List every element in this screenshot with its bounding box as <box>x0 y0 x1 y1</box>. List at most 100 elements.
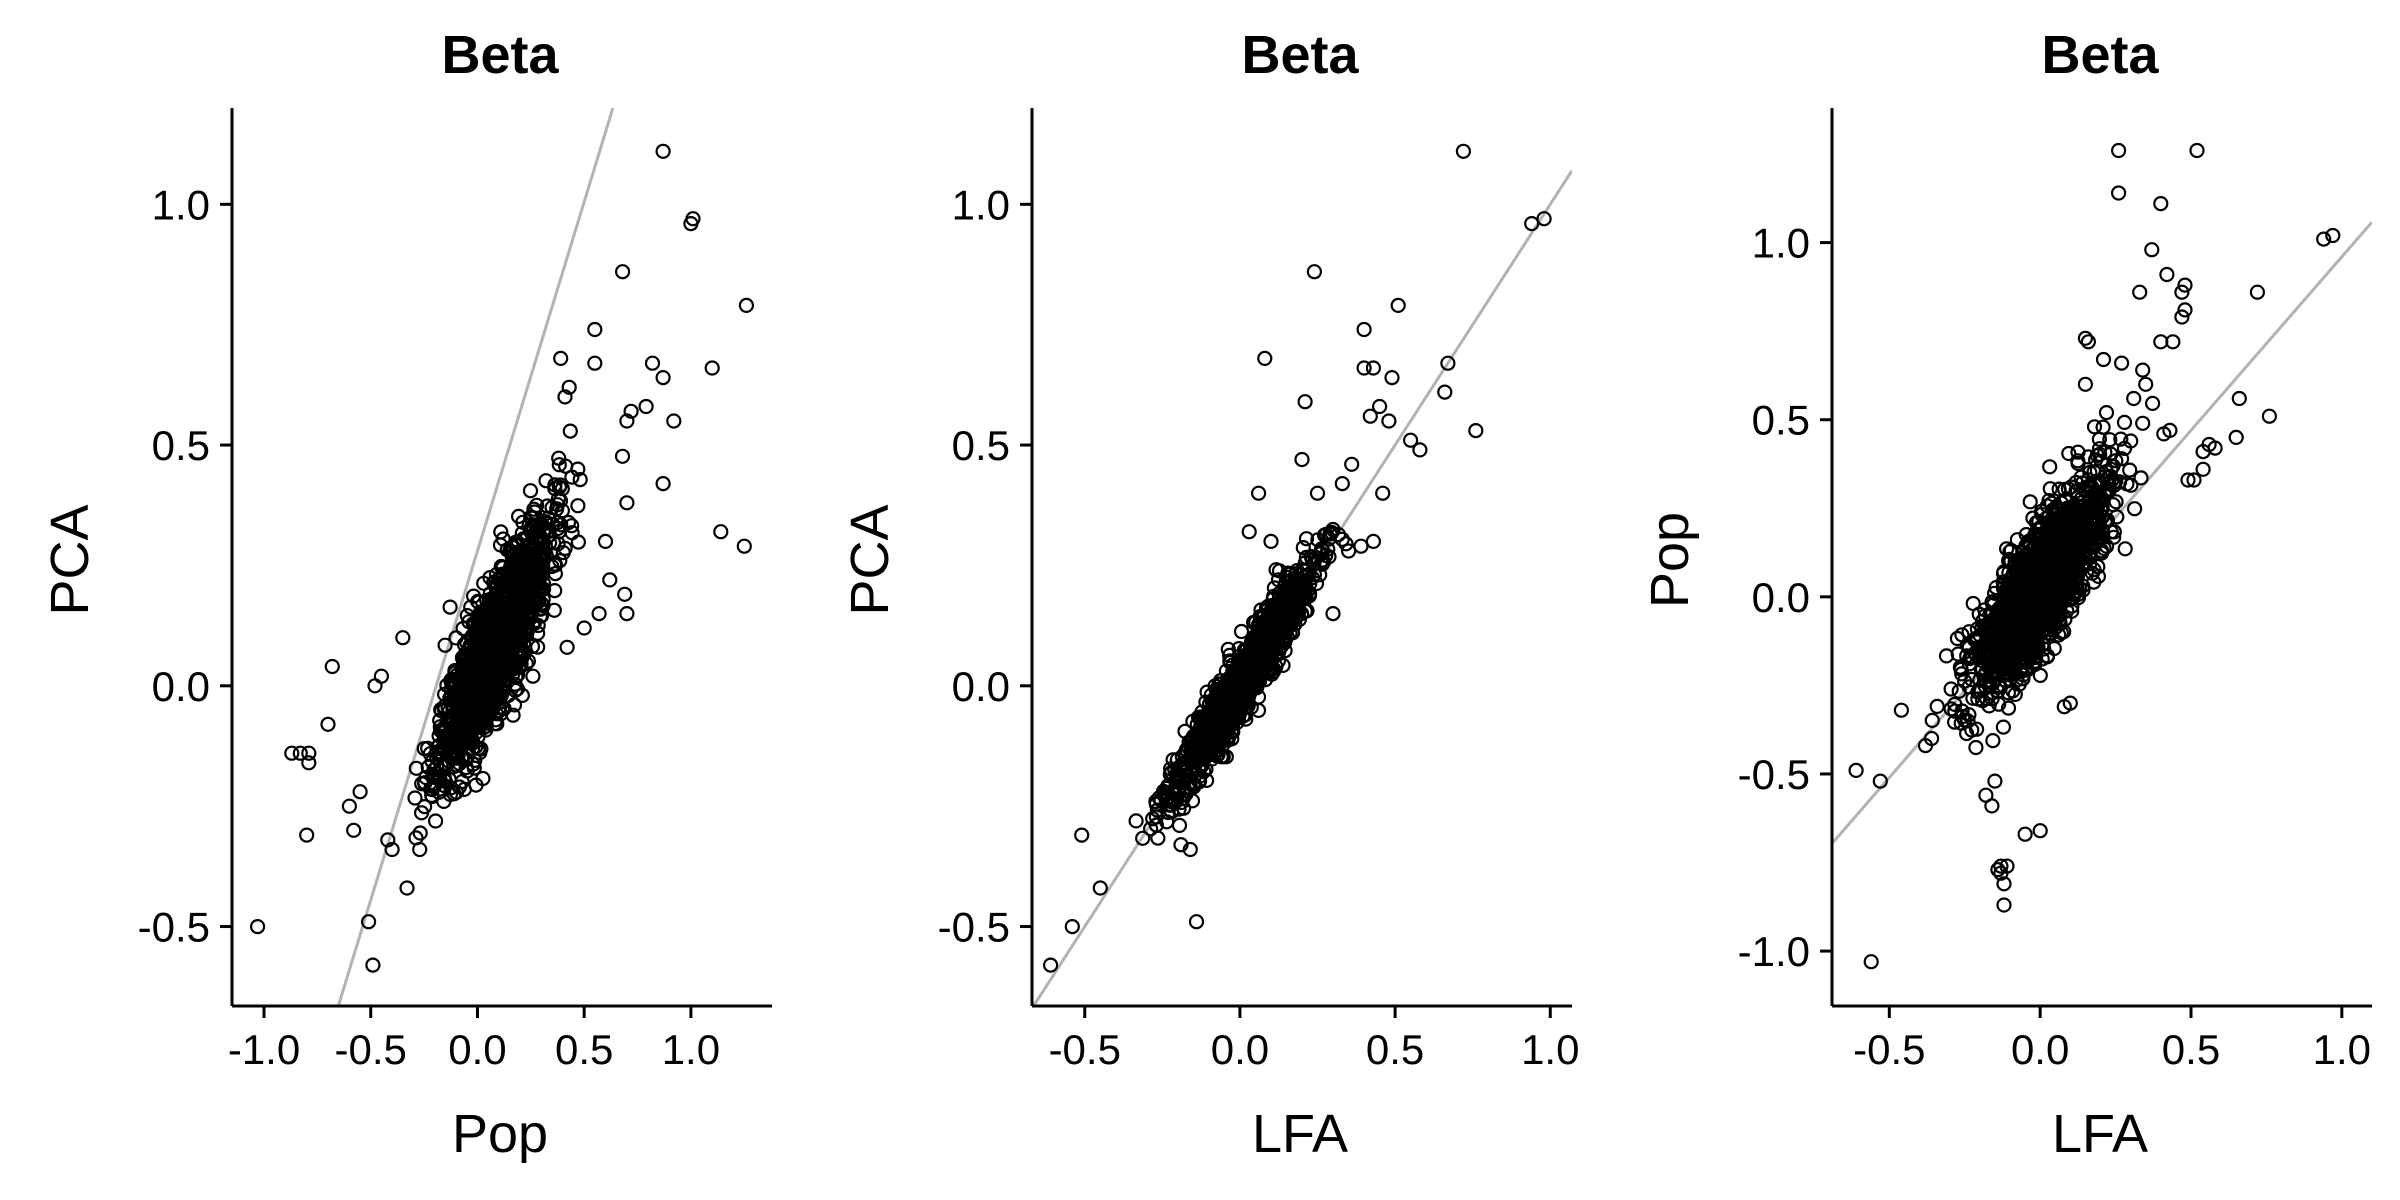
data-point <box>1306 264 1323 280</box>
data-point <box>495 531 511 547</box>
data-point <box>2086 574 2102 590</box>
data-point <box>408 830 424 846</box>
data-point <box>570 461 586 477</box>
data-point <box>2083 491 2099 507</box>
data-point <box>2153 196 2169 212</box>
data-point <box>572 472 588 488</box>
data-point <box>506 581 522 597</box>
reference-line <box>336 108 615 1006</box>
data-points <box>250 143 755 973</box>
data-point <box>2021 640 2038 657</box>
x-tick-label: 0.0 <box>2011 1026 2069 1073</box>
data-point <box>550 491 567 507</box>
data-point <box>301 755 317 771</box>
data-point <box>1297 394 1313 410</box>
data-point <box>2042 459 2058 475</box>
data-point <box>365 957 381 973</box>
data-point <box>1983 669 1999 685</box>
data-point <box>384 841 400 858</box>
data-point <box>324 658 340 675</box>
data-point <box>2002 544 2018 560</box>
data-point <box>1987 773 2003 789</box>
data-point <box>2032 823 2048 839</box>
data-point <box>2077 330 2093 346</box>
data-point <box>2017 826 2033 842</box>
data-point <box>2135 415 2151 431</box>
data-point <box>2011 551 2027 567</box>
y-tick-label: 1.0 <box>952 181 1010 228</box>
data-point <box>1268 658 1284 675</box>
data-point <box>2111 142 2127 159</box>
data-point <box>516 613 532 630</box>
data-point <box>2027 566 2043 583</box>
data-point <box>1996 876 2012 892</box>
data-point <box>1159 790 1175 806</box>
data-point <box>1365 360 1382 376</box>
data-point <box>478 722 494 738</box>
data-point <box>1188 754 1204 771</box>
data-point <box>1381 413 1397 429</box>
data-point <box>1171 817 1188 834</box>
data-point <box>1362 408 1378 424</box>
data-point <box>1220 722 1236 738</box>
data-point <box>497 578 513 595</box>
data-point <box>2228 429 2244 445</box>
y-tick-label: 1.0 <box>152 181 210 228</box>
data-point <box>2106 529 2122 545</box>
data-point <box>2080 334 2096 350</box>
data-point <box>1325 605 1341 622</box>
panel-title: Beta <box>2041 25 2159 85</box>
data-point <box>1872 773 1888 789</box>
data-point <box>1250 485 1267 501</box>
data-point <box>1365 533 1382 550</box>
data-point <box>2091 431 2107 447</box>
data-point <box>2069 522 2085 539</box>
data-point <box>299 827 315 843</box>
data-point <box>2007 686 2023 703</box>
data-point <box>513 566 529 582</box>
data-point <box>465 717 481 733</box>
data-point <box>2133 470 2149 486</box>
data-point <box>2090 490 2106 506</box>
data-point <box>2027 531 2043 547</box>
data-point <box>489 664 505 680</box>
data-point <box>1228 699 1245 716</box>
data-point <box>2189 142 2205 159</box>
data-point <box>449 697 465 713</box>
plot-area: -0.5 0.0 0.5 1.0 -0.5 0.0 0.5 1.0 <box>938 108 1579 1073</box>
x-tick-label: -1.0 <box>228 1026 300 1073</box>
data-point <box>487 596 503 612</box>
data-point <box>502 635 518 651</box>
data-point <box>1312 567 1328 583</box>
y-tick-label: 1.0 <box>1752 220 1810 267</box>
data-point <box>2195 444 2211 460</box>
data-point <box>1863 954 1879 970</box>
data-point <box>2088 452 2104 468</box>
data-point <box>1977 621 1993 637</box>
data-point <box>460 642 476 658</box>
plot-area: -1.0 -0.5 0.0 0.5 1.0 -0.5 0.0 0.5 1.0 <box>138 108 772 1073</box>
data-point <box>493 558 509 575</box>
data-point <box>484 603 500 619</box>
data-point <box>1229 714 1245 730</box>
data-point <box>443 681 459 697</box>
panel-title: Beta <box>441 25 559 85</box>
data-point <box>2026 656 2043 672</box>
data-point <box>2009 532 2026 548</box>
data-point <box>1468 423 1484 439</box>
data-point <box>1184 731 1201 747</box>
data-point <box>250 918 266 935</box>
data-point <box>1185 764 1201 780</box>
data-point <box>557 540 573 557</box>
data-point <box>2002 660 2018 677</box>
data-point <box>459 682 475 698</box>
data-point <box>2111 185 2127 201</box>
x-axis-label: Pop <box>452 1104 548 1164</box>
x-tick-label: 1.0 <box>2313 1026 2371 1073</box>
data-point <box>1954 703 1970 719</box>
panel-lfa-vs-pop: Beta LFA Pop -0.5 0.0 0.5 1.0 -1.0 -0.5 0.0 0.5… <box>1640 25 2372 1164</box>
data-point <box>2069 583 2085 599</box>
y-tick-label: 0.0 <box>152 663 210 710</box>
data-point <box>1978 787 1994 803</box>
x-axis-label: LFA <box>2052 1104 2148 1164</box>
